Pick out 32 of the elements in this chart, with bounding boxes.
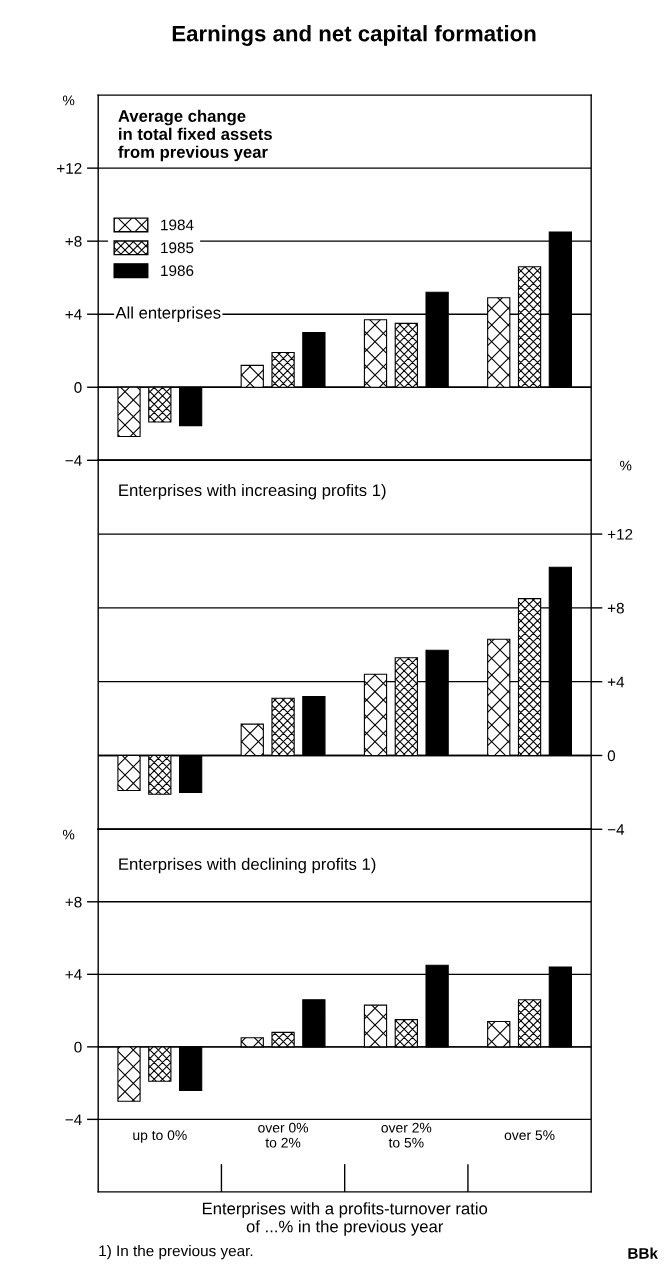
- y-tick-label: +4: [65, 309, 82, 320]
- x-axis-title: Enterprises with a profits-turnover ratio of ...% in the previous year: [202, 1202, 488, 1236]
- x-tick-label: over 0% to 2%: [258, 1122, 309, 1148]
- y-tick-label: −4: [65, 455, 82, 466]
- x-tick-label: over 5%: [504, 1130, 555, 1141]
- y-tick-label: +8: [607, 602, 624, 614]
- y-tick-label: +8: [65, 236, 82, 247]
- y-tick-label: +4: [607, 676, 625, 688]
- y-tick-label: +12: [57, 163, 82, 174]
- y-axis-title: %: [62, 829, 75, 840]
- annotation: Enterprises with declining profits 1): [119, 857, 376, 874]
- y-axis-title: %: [620, 460, 632, 471]
- legend-label: 1986: [161, 265, 194, 277]
- x-tick-label: up to 0%: [133, 1130, 187, 1143]
- annotation: Enterprises with increasing profits 1): [119, 483, 386, 500]
- x-tick-label: over 2% to 5%: [381, 1122, 432, 1148]
- chart-title: Earnings and net capital formation: [172, 25, 536, 46]
- y-axis-title: %: [62, 95, 75, 106]
- annotation: All enterprises: [115, 306, 221, 322]
- y-tick-label: +4: [65, 969, 82, 980]
- y-tick-label: 0: [74, 1041, 82, 1053]
- legend-label: 1984: [161, 219, 194, 231]
- legend-label: 1985: [161, 242, 194, 254]
- y-tick-label: −4: [607, 824, 625, 835]
- y-tick-label: +8: [65, 896, 82, 908]
- text: BBk: [628, 1247, 658, 1259]
- text: 1) In the previous year.: [99, 1245, 253, 1260]
- y-tick-label: −4: [65, 1114, 82, 1125]
- text: Average change in total fixed assets from previous year: [118, 109, 272, 162]
- y-tick-label: 0: [607, 750, 616, 762]
- y-tick-label: +12: [607, 528, 633, 540]
- y-tick-label: 0: [74, 382, 82, 393]
